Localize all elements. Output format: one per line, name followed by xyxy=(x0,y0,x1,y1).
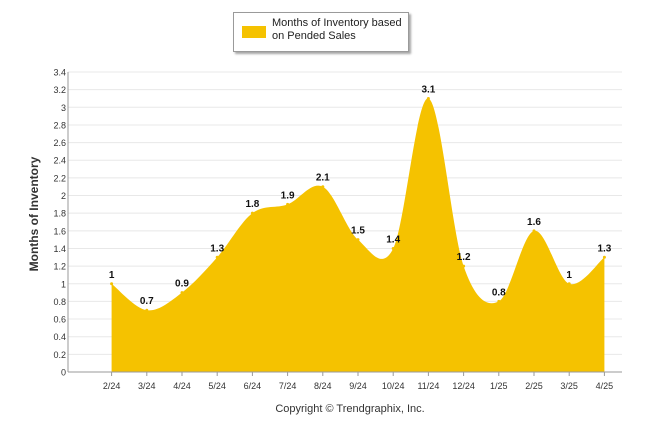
data-point xyxy=(497,299,501,303)
legend: Months of Inventory based on Pended Sale… xyxy=(233,12,409,52)
legend-label: Months of Inventory based on Pended Sale… xyxy=(272,17,402,42)
y-tick-label: 2.4 xyxy=(53,156,66,166)
data-point xyxy=(321,185,325,189)
copyright-text: Copyright © Trendgraphix, Inc. xyxy=(275,403,425,415)
data-label: 0.9 xyxy=(175,279,189,290)
x-tick-label: 5/24 xyxy=(208,381,226,391)
data-point xyxy=(426,96,430,100)
data-point xyxy=(462,264,466,268)
data-point xyxy=(215,255,219,259)
y-tick-label: 1 xyxy=(61,279,66,289)
y-tick-label: 0.2 xyxy=(53,350,66,360)
x-tick-label: 4/24 xyxy=(173,381,191,391)
y-axis-title: Months of Inventory xyxy=(27,156,41,272)
x-tick-label: 2/25 xyxy=(525,381,543,391)
data-label: 1.3 xyxy=(597,243,611,254)
x-tick-label: 1/25 xyxy=(490,381,508,391)
data-label: 1.3 xyxy=(210,243,224,254)
data-point xyxy=(250,211,254,215)
data-label: 1.2 xyxy=(457,252,471,263)
x-tick-label: 8/24 xyxy=(314,381,332,391)
y-tick-label: 1.4 xyxy=(53,244,66,254)
y-tick-label: 2 xyxy=(61,191,66,201)
legend-swatch xyxy=(242,26,266,38)
y-tick-label: 2.8 xyxy=(53,120,66,130)
data-point xyxy=(286,202,290,206)
data-point xyxy=(532,229,536,233)
data-label: 1.5 xyxy=(351,226,365,237)
y-tick-label: 0.6 xyxy=(53,315,66,325)
x-tick-label: 12/24 xyxy=(452,381,475,391)
data-point xyxy=(145,308,149,312)
y-tick-label: 2.6 xyxy=(53,138,66,148)
y-tick-label: 2.2 xyxy=(53,173,66,183)
data-label: 1.4 xyxy=(386,234,400,245)
x-tick-label: 4/25 xyxy=(596,381,614,391)
data-point xyxy=(602,255,606,259)
x-tick-label: 3/25 xyxy=(560,381,578,391)
data-point xyxy=(391,246,395,250)
data-label: 2.1 xyxy=(316,173,330,184)
x-tick-label: 6/24 xyxy=(244,381,262,391)
data-point xyxy=(567,282,571,286)
data-point xyxy=(356,238,360,242)
y-tick-label: 1.6 xyxy=(53,226,66,236)
x-tick-label: 7/24 xyxy=(279,381,297,391)
data-label: 1 xyxy=(109,270,115,281)
data-label: 1.6 xyxy=(527,217,541,228)
y-tick-label: 3.2 xyxy=(53,85,66,95)
data-label: 1.8 xyxy=(245,199,259,210)
x-tick-label: 9/24 xyxy=(349,381,367,391)
x-tick-label: 10/24 xyxy=(382,381,405,391)
data-label: 1.9 xyxy=(281,190,295,201)
y-tick-label: 0.8 xyxy=(53,297,66,307)
series-area xyxy=(111,98,605,373)
data-label: 3.1 xyxy=(421,84,435,95)
x-tick-label: 3/24 xyxy=(138,381,156,391)
data-label: 0.8 xyxy=(492,287,506,298)
y-tick-label: 3.4 xyxy=(53,68,66,78)
y-tick-label: 1.2 xyxy=(53,262,66,272)
data-point xyxy=(110,282,114,286)
x-tick-label: 11/24 xyxy=(417,381,439,391)
data-point xyxy=(180,291,184,295)
y-tick-label: 1.8 xyxy=(53,209,66,219)
y-tick-label: 3 xyxy=(61,103,66,113)
data-label: 1 xyxy=(566,270,572,281)
x-tick-label: 2/24 xyxy=(103,381,121,391)
y-tick-label: 0 xyxy=(61,368,66,378)
data-label: 0.7 xyxy=(140,296,154,307)
y-tick-label: 0.4 xyxy=(53,332,66,342)
